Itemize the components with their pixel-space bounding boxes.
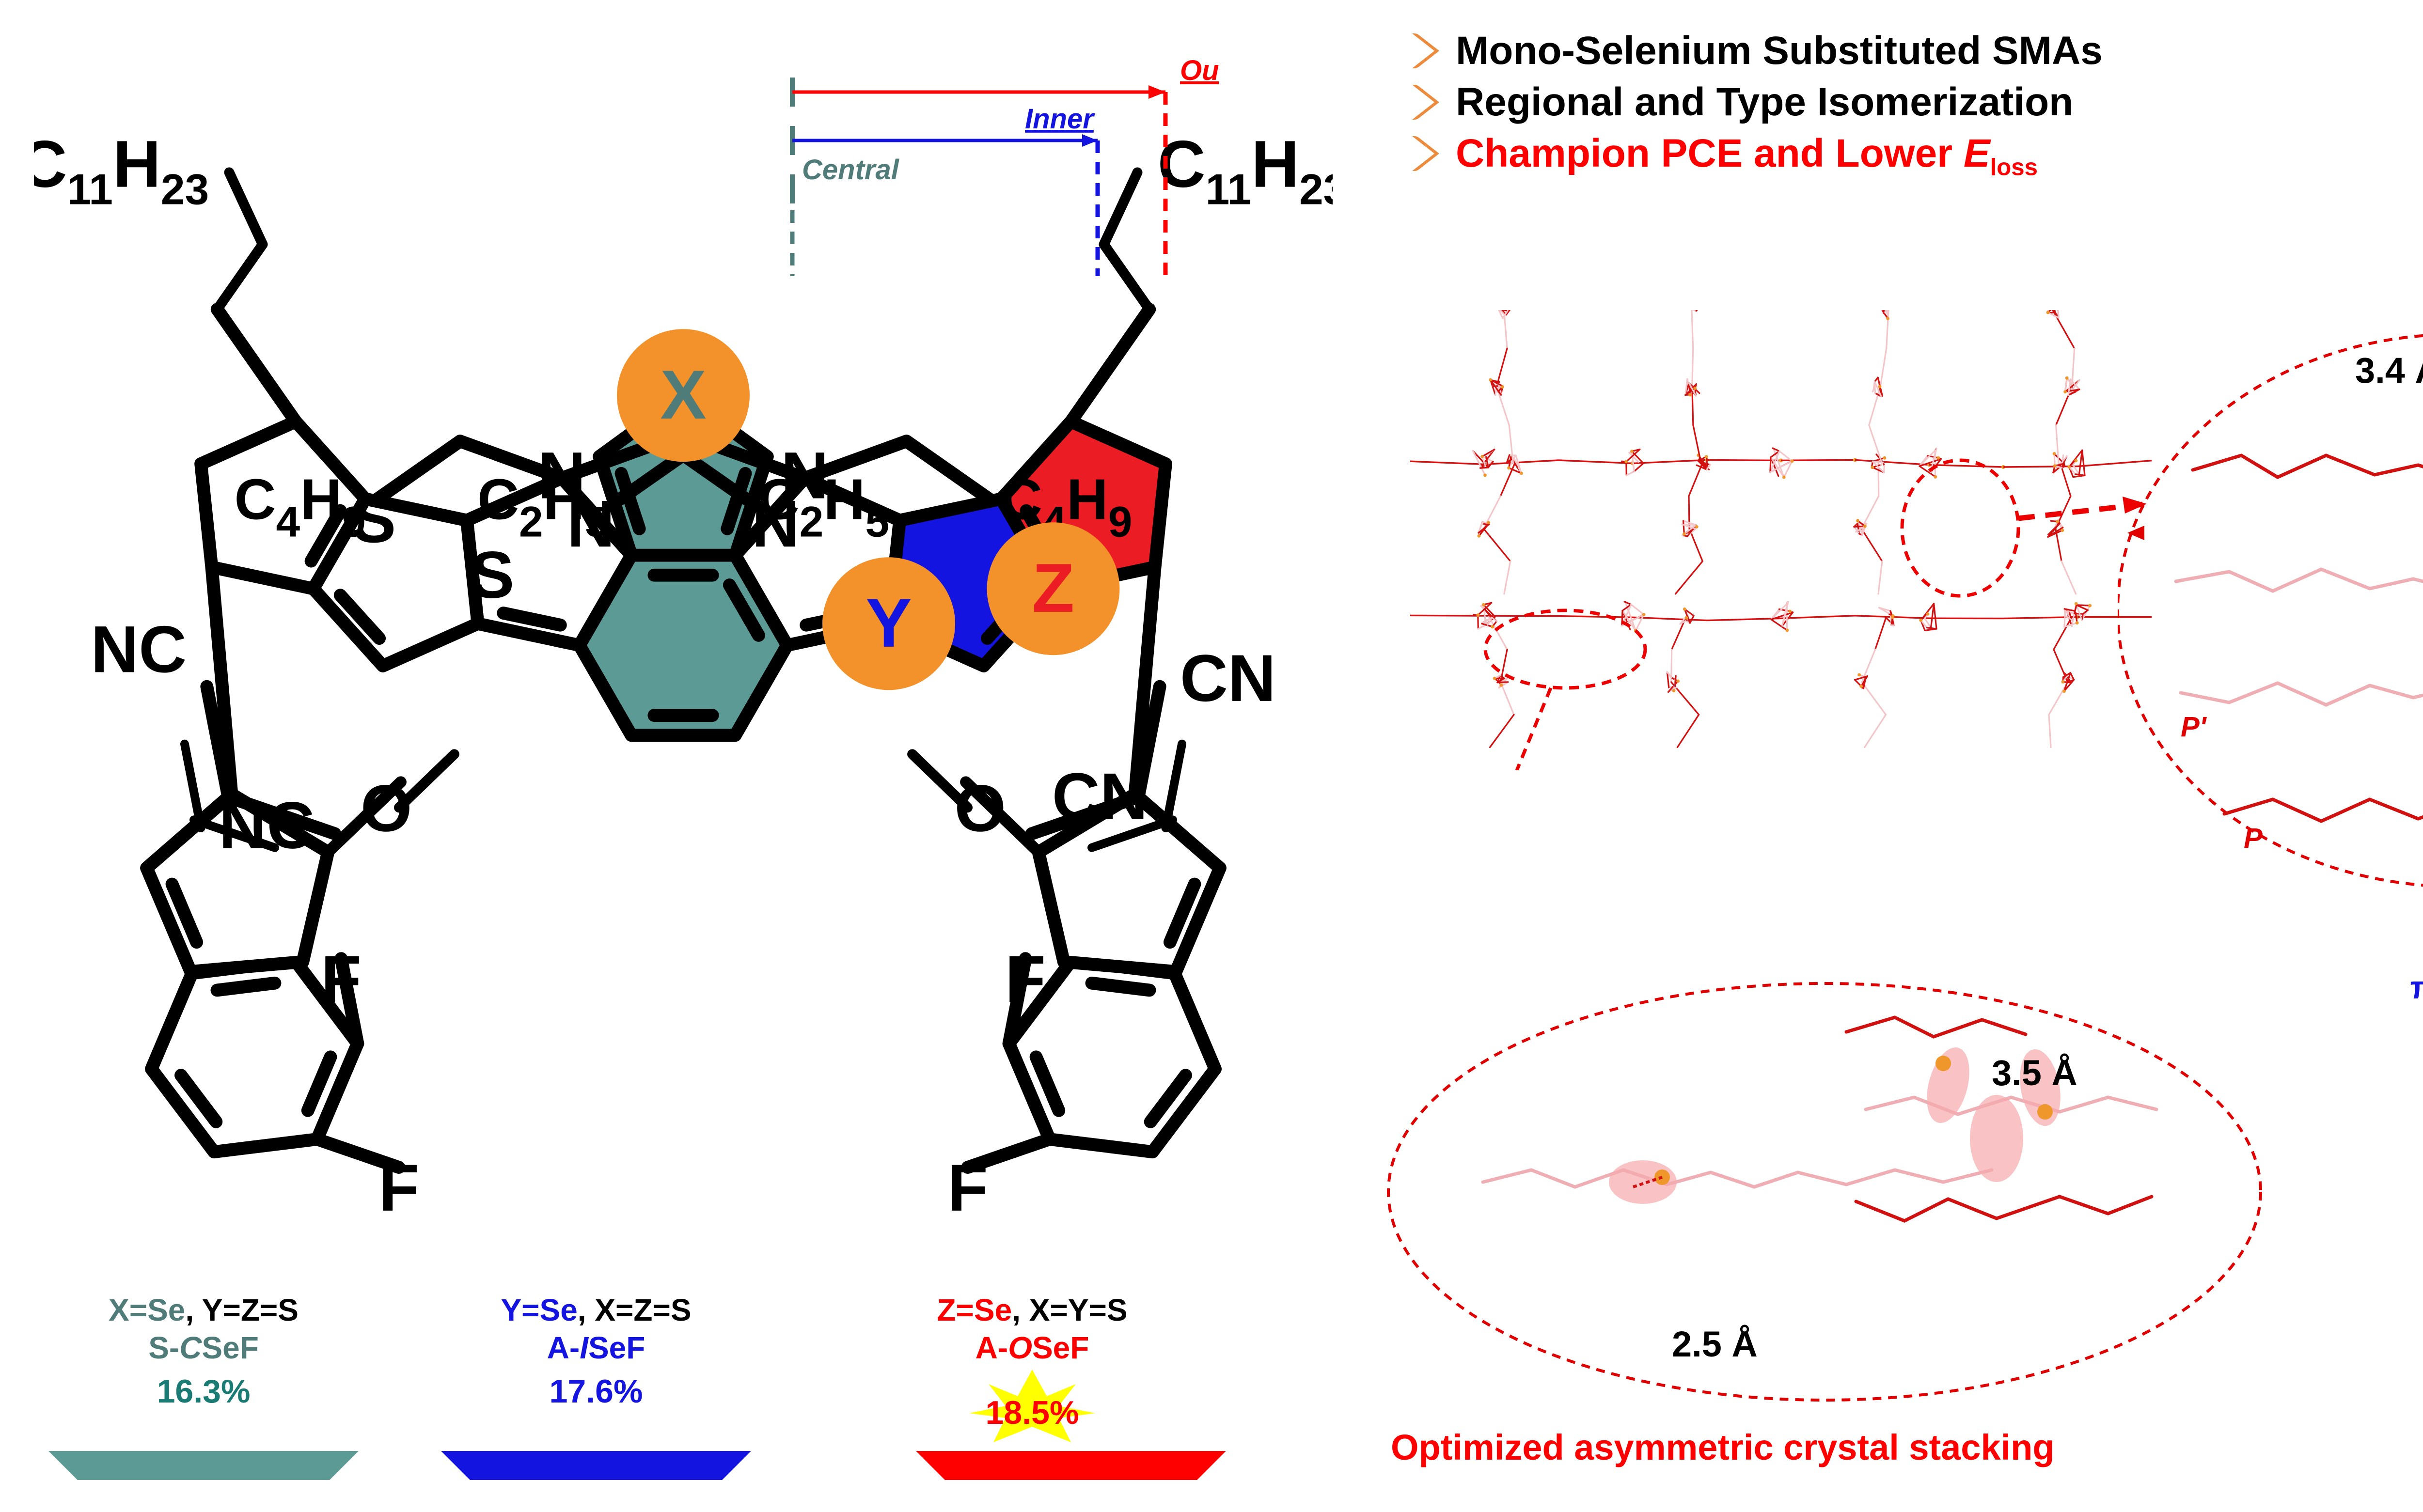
svg-text:Z: Z [1032,550,1074,627]
svg-text:NC: NC [219,789,315,863]
svg-text:2.5 Å: 2.5 Å [1672,1324,1758,1364]
svg-text:Outer: Outer [1180,55,1219,86]
svg-text:Y: Y [865,585,912,662]
svg-text:O: O [361,771,412,845]
svg-text:3.4 Å: 3.4 Å [2355,350,2423,390]
svg-text:X: X [660,357,706,434]
svg-text:CN: CN [1052,760,1148,834]
svg-text:F: F [321,942,362,1016]
svg-text:Central: Central [802,154,900,186]
svg-text:Inner: Inner [1025,103,1095,135]
svg-text:O: O [955,771,1007,845]
svg-text:F: F [378,1151,419,1222]
svg-text:P: P [2244,823,2263,854]
svg-text:P': P' [2181,711,2207,743]
svg-text:F: F [1005,942,1046,1016]
svg-text:S: S [470,538,514,612]
svg-text:CN: CN [1180,641,1276,716]
svg-text:3.5 Å: 3.5 Å [1992,1053,2077,1093]
svg-text:C11H23: C11H23 [34,127,209,214]
svg-text:F: F [947,1151,988,1222]
svg-text:NC: NC [91,612,187,686]
